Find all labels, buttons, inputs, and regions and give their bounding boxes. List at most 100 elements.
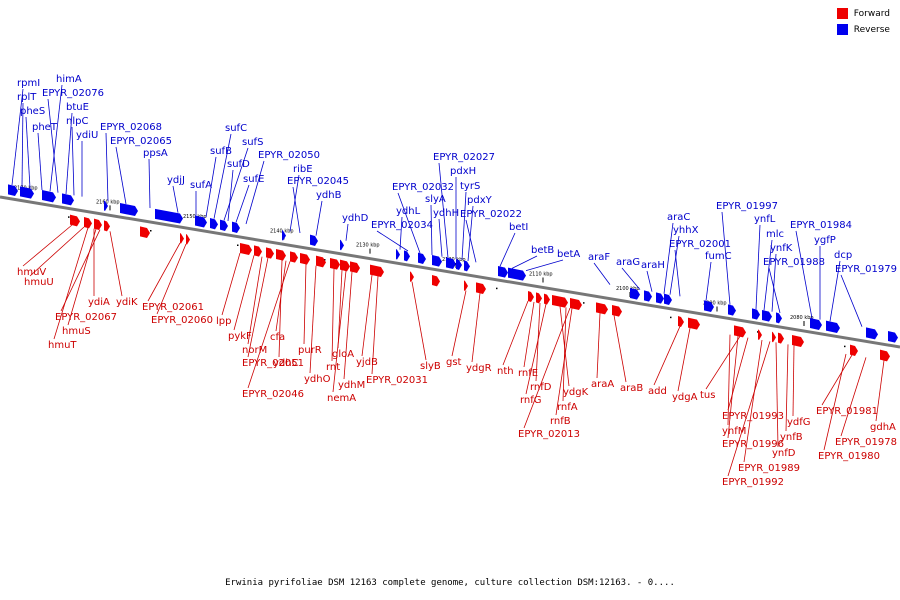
label-leader-line	[775, 342, 779, 448]
label-leader-line	[376, 230, 409, 252]
gene-label: hmuT	[48, 340, 77, 351]
label-leader-line	[292, 186, 301, 234]
label-leader-line	[795, 230, 813, 319]
gene-label: pdxH	[450, 166, 476, 177]
gene-label: EPYR_02050	[258, 150, 320, 161]
label-leader-line	[535, 302, 541, 382]
gene-label: EPYR_01978	[835, 437, 897, 448]
label-leader-line	[245, 160, 265, 225]
gene-label: lpp	[216, 316, 231, 327]
forward-genes	[70, 214, 890, 362]
gene-label: EPYR_01993	[722, 411, 784, 422]
forward-gene-arrow	[330, 258, 340, 270]
gene-label: ydhL	[396, 206, 421, 217]
label-leader-line	[430, 204, 433, 256]
label-leader-line	[289, 174, 300, 232]
label-leader-line	[840, 274, 863, 327]
gene-label: nemA	[327, 393, 356, 404]
label-leader-line	[823, 353, 847, 451]
label-leader-line	[221, 252, 241, 316]
gene-label: EPYR_02046	[242, 389, 304, 400]
label-leader-line	[105, 132, 109, 202]
forward-gene-arrow	[772, 331, 776, 343]
label-leader-line	[172, 185, 179, 213]
axis-tick-label: 2160 kbp	[96, 199, 120, 205]
reverse-gene-arrow	[396, 249, 400, 260]
reverse-gene-arrow	[232, 221, 240, 233]
gene-label: ynfM	[722, 426, 746, 437]
reverse-gene-arrow	[20, 186, 34, 199]
gene-label: EPYR_02031	[366, 375, 428, 386]
axis-tick-label: 2150 kbp	[183, 214, 207, 220]
forward-gene-arrow	[350, 261, 360, 273]
label-leader-line	[621, 267, 641, 290]
gene-label: pheT	[32, 122, 58, 133]
label-leader-line	[148, 158, 151, 209]
axis-dot	[844, 345, 846, 348]
label-leader-line	[721, 211, 731, 305]
forward-gene-arrow	[300, 253, 310, 265]
gene-label: ydhD	[342, 213, 369, 224]
gene-label: fumC	[705, 251, 732, 262]
label-leader-line	[22, 224, 73, 267]
label-leader-line	[555, 308, 573, 416]
reverse-gene-arrow	[752, 308, 760, 320]
gene-label: ydfG	[787, 417, 811, 428]
reverse-gene-arrow	[418, 252, 426, 264]
reverse-gene-arrow	[282, 230, 286, 241]
gene-label: rnfA	[557, 402, 578, 413]
label-leader-line	[499, 232, 516, 267]
gene-label: araF	[588, 252, 610, 263]
gene-label: EPYR_02022	[460, 209, 522, 220]
axis-tick-label: 2090 kbp	[703, 301, 727, 307]
reverse-gene-arrow	[340, 239, 344, 251]
gene-label: araA	[591, 379, 614, 390]
label-leader-line	[727, 341, 771, 477]
forward-gene-arrow	[290, 251, 298, 263]
label-leader-line	[727, 335, 739, 439]
label-leader-line	[525, 303, 547, 395]
gene-label: araH	[641, 260, 665, 271]
reverse-gene-arrow	[432, 255, 442, 267]
label-leader-line	[771, 253, 777, 312]
label-leader-line	[65, 112, 73, 195]
gene-label: EPYR_02051	[242, 358, 304, 369]
axis-tick-label: 2110 kbp	[529, 272, 553, 278]
reverse-gene-arrow	[62, 193, 74, 206]
gene-label: EPYR_02001	[669, 239, 731, 250]
gene-label: ydhM	[338, 380, 365, 391]
label-leader-line	[331, 268, 335, 362]
gene-label: ydhC	[273, 358, 299, 369]
axis-dot	[496, 287, 498, 290]
forward-gene-arrow	[240, 243, 252, 255]
reverse-gene-arrow	[704, 300, 714, 312]
gene-label: EPYR_01997	[716, 201, 778, 212]
label-leader-line	[596, 312, 601, 379]
label-leader-line	[60, 229, 101, 312]
label-leader-line	[511, 255, 538, 269]
gene-label: betA	[557, 249, 580, 260]
reverse-gene-arrow	[762, 310, 772, 322]
label-leader-line	[674, 249, 681, 297]
forward-gene-arrow	[340, 259, 350, 272]
gene-label: ynfK	[770, 243, 793, 254]
forward-gene-arrow	[880, 349, 890, 362]
forward-gene-arrow	[536, 292, 542, 304]
legend-reverse: Reverse	[836, 24, 890, 35]
label-leader-line	[371, 275, 379, 375]
gene-label: rpmI	[17, 78, 40, 89]
forward-gene-arrow	[186, 234, 190, 245]
label-leader-line	[11, 88, 24, 186]
reverse-gene-arrow	[498, 266, 508, 278]
reverse-gene-arrow	[656, 292, 664, 304]
label-leader-line	[235, 184, 250, 223]
gene-label: nlpC	[66, 116, 88, 127]
gene-label: EPYR_02068	[100, 122, 162, 133]
label-leader-line	[465, 219, 477, 263]
forward-gene-arrow	[792, 335, 804, 347]
label-leader-line	[451, 290, 467, 357]
label-leader-line	[562, 307, 567, 402]
forward-gene-arrow	[140, 226, 150, 238]
gene-label: tus	[700, 390, 715, 401]
gene-label: EPYR_01989	[738, 463, 800, 474]
